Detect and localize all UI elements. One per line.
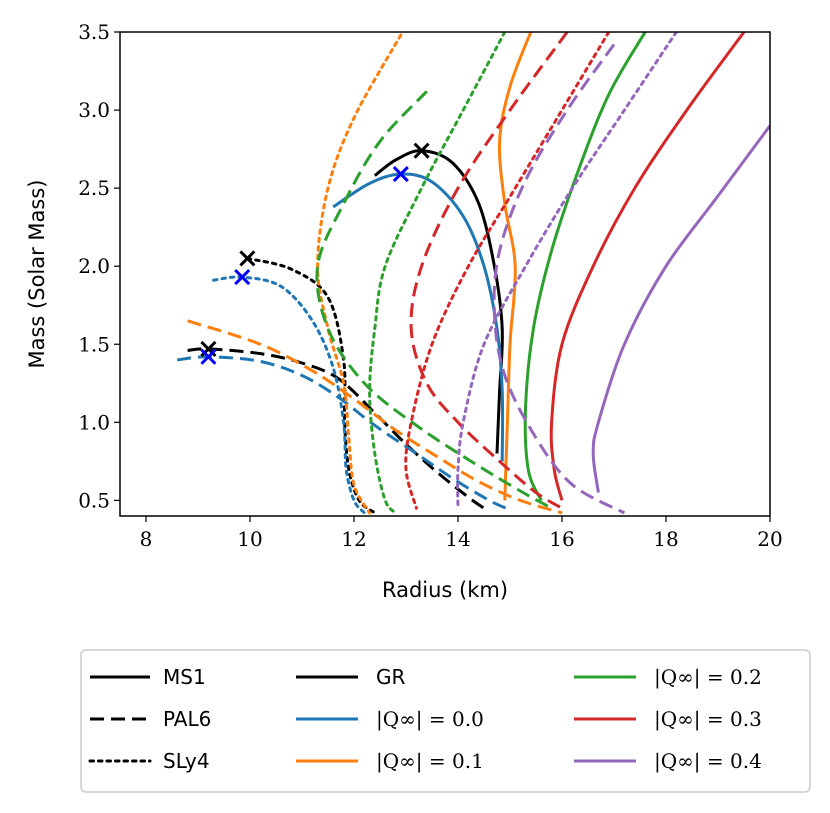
legend-label-model: GR <box>376 665 405 689</box>
y-tick-label: 0.5 <box>78 488 110 512</box>
y-tick-label: 1.5 <box>78 332 110 356</box>
max-mass-marker <box>200 348 217 365</box>
series-line-q0-2-pal6 <box>315 90 553 510</box>
axis-ticks: 8 10 12 14 16 18 20 0.5 1.0 1.5 2.0 2.5 3.0 3.5 <box>78 20 783 551</box>
x-tick-label: 20 <box>757 527 782 551</box>
x-tick-label: 12 <box>341 527 366 551</box>
legend-label-model: |Q∞| = 0.0 <box>376 707 484 732</box>
max-mass-marker <box>413 142 430 159</box>
series-line-q0-0-ms1 <box>332 172 505 462</box>
x-tick-label: 14 <box>445 527 470 551</box>
legend-label-model: |Q∞| = 0.2 <box>654 665 762 690</box>
plot-frame <box>119 31 771 517</box>
series-line-q0-4-sly4 <box>456 32 678 510</box>
max-mass-marker <box>234 269 251 286</box>
legend-label-pal6: PAL6 <box>163 707 211 731</box>
x-tick-label: 10 <box>237 527 262 551</box>
y-tick-label: 1.0 <box>78 410 110 434</box>
series-line-q0-0-sly4 <box>212 275 366 515</box>
max-mass-marker <box>239 250 256 267</box>
legend-label-model: |Q∞| = 0.1 <box>376 749 484 774</box>
legend-box <box>80 649 811 793</box>
series-line-q0-0-pal6 <box>177 355 511 512</box>
legend-label-model: |Q∞| = 0.3 <box>654 707 762 732</box>
series-line-gr-ms1 <box>373 149 504 454</box>
series-group <box>177 32 770 515</box>
series-line-q0-1-ms1 <box>497 32 533 501</box>
series-line-q0-3-ms1 <box>549 32 746 501</box>
x-tick-label: 18 <box>653 527 678 551</box>
y-axis-label: Mass (Solar Mass) <box>25 180 49 369</box>
series-line-q0-4-ms1 <box>591 124 770 493</box>
series-line-q0-1-sly4 <box>316 33 403 515</box>
y-tick-label: 3.5 <box>78 20 110 44</box>
x-tick-label: 8 <box>140 527 153 551</box>
max-mass-markers <box>200 142 430 365</box>
series-line-gr-sly4 <box>245 256 377 515</box>
legend: MS1 PAL6 SLy4 GR |Q∞| = 0.0 |Q∞| = 0.1 |Q∞| = … <box>80 649 811 793</box>
legend-label-sly4: SLy4 <box>163 749 210 773</box>
series-line-q0-4-pal6 <box>492 43 626 515</box>
y-tick-label: 3.0 <box>78 98 110 122</box>
legend-label-ms1: MS1 <box>163 665 206 689</box>
x-tick-label: 16 <box>549 527 574 551</box>
series-line-q0-3-sly4 <box>404 32 611 510</box>
y-tick-label: 2.0 <box>78 254 110 278</box>
series-line-q0-3-pal6 <box>409 32 569 510</box>
max-mass-marker <box>392 166 409 183</box>
series-line-q0-1-pal6 <box>187 319 563 515</box>
y-tick-label: 2.5 <box>78 176 110 200</box>
series-line-q0-2-ms1 <box>523 32 647 502</box>
x-axis-label: Radius (km) <box>382 578 508 602</box>
legend-label-model: |Q∞| = 0.4 <box>654 749 762 774</box>
series-line-gr-pal6 <box>187 347 485 510</box>
